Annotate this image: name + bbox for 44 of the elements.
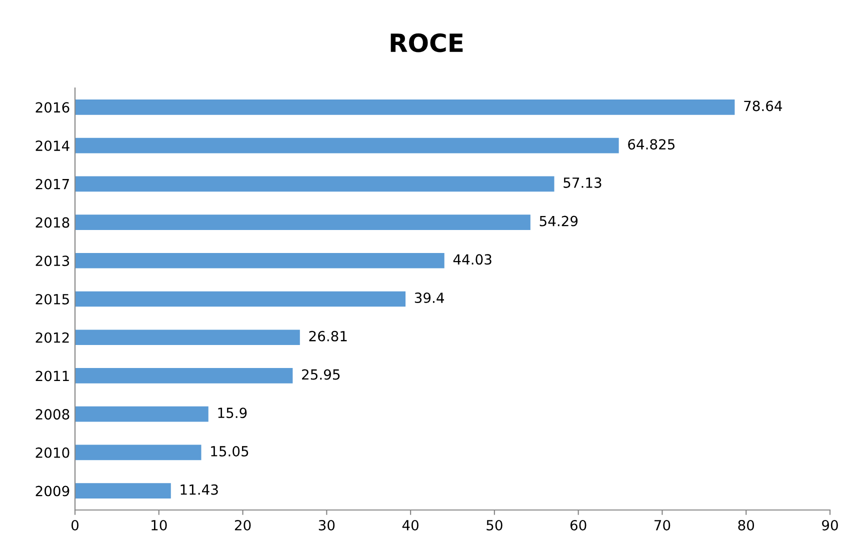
bar [75, 214, 530, 230]
bar [75, 176, 554, 192]
data-label: 26.81 [309, 330, 347, 342]
x-tick-label: 30 [318, 520, 335, 530]
data-label: 25.95 [302, 369, 340, 380]
x-tick-label: 10 [152, 520, 167, 530]
data-label: 15.05 [211, 446, 248, 456]
bar [75, 483, 171, 498]
x-tick-label: 70 [654, 520, 670, 530]
data-label: 44.03 [453, 254, 492, 265]
x-tick-label: 20 [234, 520, 251, 530]
x-tick-label: 60 [570, 520, 586, 530]
y-tick-label: 2013 [36, 256, 70, 266]
data-label: 54.29 [540, 216, 578, 226]
data-label: 11.43 [180, 484, 218, 495]
chart-title: ROCE [390, 33, 463, 52]
y-tick-label: 2016 [36, 102, 70, 113]
bar [75, 406, 208, 422]
y-tick-label: 2011 [36, 370, 69, 382]
y-tick-label: 2018 [36, 217, 70, 228]
data-label: 78.64 [744, 100, 782, 112]
x-tick-label: 50 [486, 520, 502, 530]
y-tick-label: 2010 [36, 447, 70, 458]
x-tick-label: 0 [71, 520, 78, 530]
x-tick-label: 90 [822, 520, 838, 530]
data-label: 64.825 [628, 139, 675, 150]
y-tick-label: 2015 [36, 294, 69, 304]
x-tick-label: 80 [738, 520, 754, 530]
bar [75, 252, 444, 268]
y-tick-label: 2017 [36, 178, 69, 190]
bar [75, 330, 300, 346]
bar [75, 444, 202, 460]
data-label: 57.13 [564, 177, 602, 188]
y-tick-label: 2008 [36, 409, 70, 420]
x-tick-label: 40 [402, 520, 418, 530]
y-tick-label: 2014 [36, 140, 70, 152]
y-tick-label: 2012 [36, 332, 69, 343]
y-tick-label: 2009 [36, 486, 70, 496]
bar [75, 138, 619, 154]
data-label: 15.9 [218, 408, 247, 418]
bar [75, 100, 735, 115]
bar [75, 368, 293, 384]
bar [75, 291, 406, 307]
data-label: 39.4 [414, 292, 444, 304]
